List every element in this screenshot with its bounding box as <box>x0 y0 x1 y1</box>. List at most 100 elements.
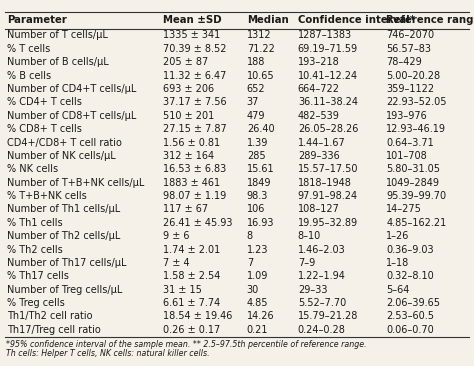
Text: 1.58 ± 2.54: 1.58 ± 2.54 <box>163 271 220 281</box>
Text: 0.26 ± 0.17: 0.26 ± 0.17 <box>163 325 220 335</box>
Text: 29–33: 29–33 <box>298 285 328 295</box>
Text: % B cells: % B cells <box>7 71 51 81</box>
Text: 0.36–9.03: 0.36–9.03 <box>386 244 434 254</box>
Text: Number of B cells/μL: Number of B cells/μL <box>7 57 109 67</box>
Text: 15.79–21.28: 15.79–21.28 <box>298 311 358 321</box>
Text: 16.93: 16.93 <box>247 218 274 228</box>
Text: Reference range**: Reference range** <box>386 15 474 25</box>
Text: 12.93–46.19: 12.93–46.19 <box>386 124 446 134</box>
Text: 7 ± 4: 7 ± 4 <box>163 258 190 268</box>
Text: 14.26: 14.26 <box>247 311 274 321</box>
Text: 1.23: 1.23 <box>247 244 268 254</box>
Text: 69.19–71.59: 69.19–71.59 <box>298 44 358 54</box>
Text: 97.91–98.24: 97.91–98.24 <box>298 191 358 201</box>
Text: 15.61: 15.61 <box>247 164 274 174</box>
Text: % Th17 cells: % Th17 cells <box>7 271 69 281</box>
Text: 0.64–3.71: 0.64–3.71 <box>386 138 434 147</box>
Text: 746–2070: 746–2070 <box>386 30 434 41</box>
Text: 4.85: 4.85 <box>247 298 268 308</box>
Text: Th1/Th2 cell ratio: Th1/Th2 cell ratio <box>7 311 92 321</box>
Text: 98.3: 98.3 <box>247 191 268 201</box>
Text: Th cells: Helper T cells, NK cells: natural killer cells.: Th cells: Helper T cells, NK cells: natu… <box>6 348 210 358</box>
Text: % Th1 cells: % Th1 cells <box>7 218 63 228</box>
Text: 193–218: 193–218 <box>298 57 339 67</box>
Text: 78–429: 78–429 <box>386 57 422 67</box>
Text: 285: 285 <box>247 151 265 161</box>
Text: 19.95–32.89: 19.95–32.89 <box>298 218 358 228</box>
Text: 2.53–60.5: 2.53–60.5 <box>386 311 434 321</box>
Text: 312 ± 164: 312 ± 164 <box>163 151 214 161</box>
Text: 10.65: 10.65 <box>247 71 274 81</box>
Text: 15.57–17.50: 15.57–17.50 <box>298 164 358 174</box>
Text: Parameter: Parameter <box>7 15 67 25</box>
Text: 5–64: 5–64 <box>386 285 410 295</box>
Text: 1312: 1312 <box>247 30 272 41</box>
Text: 6.61 ± 7.74: 6.61 ± 7.74 <box>163 298 220 308</box>
Text: 37: 37 <box>247 97 259 107</box>
Text: 1818–1948: 1818–1948 <box>298 178 352 188</box>
Text: 0.24–0.28: 0.24–0.28 <box>298 325 346 335</box>
Text: 2.06–39.65: 2.06–39.65 <box>386 298 440 308</box>
Text: 37.17 ± 7.56: 37.17 ± 7.56 <box>163 97 227 107</box>
Text: 30: 30 <box>247 285 259 295</box>
Text: 36.11–38.24: 36.11–38.24 <box>298 97 358 107</box>
Text: 1049–2849: 1049–2849 <box>386 178 440 188</box>
Text: Number of Th1 cells/μL: Number of Th1 cells/μL <box>7 204 120 214</box>
Text: Number of NK cells/μL: Number of NK cells/μL <box>7 151 116 161</box>
Text: 9 ± 6: 9 ± 6 <box>163 231 190 241</box>
Text: 359–1122: 359–1122 <box>386 84 434 94</box>
Text: 18.54 ± 19.46: 18.54 ± 19.46 <box>163 311 233 321</box>
Text: 7–9: 7–9 <box>298 258 315 268</box>
Text: 71.22: 71.22 <box>247 44 274 54</box>
Text: 108–127: 108–127 <box>298 204 340 214</box>
Text: 101–708: 101–708 <box>386 151 428 161</box>
Text: 98.07 ± 1.19: 98.07 ± 1.19 <box>163 191 227 201</box>
Text: 1287–1383: 1287–1383 <box>298 30 352 41</box>
Text: 1.09: 1.09 <box>247 271 268 281</box>
Text: 1335 ± 341: 1335 ± 341 <box>163 30 220 41</box>
Text: % T cells: % T cells <box>7 44 50 54</box>
Text: Confidence interval*: Confidence interval* <box>298 15 415 25</box>
Text: Number of Th2 cells/μL: Number of Th2 cells/μL <box>7 231 120 241</box>
Text: % Treg cells: % Treg cells <box>7 298 65 308</box>
Text: 664–722: 664–722 <box>298 84 340 94</box>
Text: 1.44–1.67: 1.44–1.67 <box>298 138 346 147</box>
Text: 0.06–0.70: 0.06–0.70 <box>386 325 434 335</box>
Text: 8–10: 8–10 <box>298 231 321 241</box>
Text: Number of Th17 cells/μL: Number of Th17 cells/μL <box>7 258 127 268</box>
Text: Th17/Treg cell ratio: Th17/Treg cell ratio <box>7 325 101 335</box>
Text: 5.80–31.05: 5.80–31.05 <box>386 164 440 174</box>
Text: Number of CD4+T cells/μL: Number of CD4+T cells/μL <box>7 84 137 94</box>
Text: 26.40: 26.40 <box>247 124 274 134</box>
Text: 1–18: 1–18 <box>386 258 410 268</box>
Text: % Th2 cells: % Th2 cells <box>7 244 63 254</box>
Text: 26.41 ± 45.93: 26.41 ± 45.93 <box>163 218 233 228</box>
Text: Number of T+B+NK cells/μL: Number of T+B+NK cells/μL <box>7 178 145 188</box>
Text: 26.05–28.26: 26.05–28.26 <box>298 124 358 134</box>
Text: 1.74 ± 2.01: 1.74 ± 2.01 <box>163 244 220 254</box>
Text: 16.53 ± 6.83: 16.53 ± 6.83 <box>163 164 227 174</box>
Text: 479: 479 <box>247 111 265 121</box>
Text: 1.56 ± 0.81: 1.56 ± 0.81 <box>163 138 220 147</box>
Text: 31 ± 15: 31 ± 15 <box>163 285 202 295</box>
Text: Number of Treg cells/μL: Number of Treg cells/μL <box>7 285 122 295</box>
Text: 117 ± 67: 117 ± 67 <box>163 204 208 214</box>
Text: 1883 ± 461: 1883 ± 461 <box>163 178 220 188</box>
Text: *95% confidence interval of the sample mean. ** 2.5–97.5th percentile of referen: *95% confidence interval of the sample m… <box>6 340 367 349</box>
Text: 10.41–12.24: 10.41–12.24 <box>298 71 358 81</box>
Text: 8: 8 <box>247 231 253 241</box>
Text: 56.57–83: 56.57–83 <box>386 44 431 54</box>
Text: 7: 7 <box>247 258 253 268</box>
Text: 5.00–20.28: 5.00–20.28 <box>386 71 440 81</box>
Text: 5.52–7.70: 5.52–7.70 <box>298 298 346 308</box>
Text: 70.39 ± 8.52: 70.39 ± 8.52 <box>163 44 227 54</box>
Text: Mean ±SD: Mean ±SD <box>163 15 222 25</box>
Text: 14–275: 14–275 <box>386 204 422 214</box>
Text: 4.85–162.21: 4.85–162.21 <box>386 218 447 228</box>
Text: 188: 188 <box>247 57 265 67</box>
Text: 27.15 ± 7.87: 27.15 ± 7.87 <box>163 124 227 134</box>
Text: 1–26: 1–26 <box>386 231 410 241</box>
Text: 11.32 ± 6.47: 11.32 ± 6.47 <box>163 71 227 81</box>
Text: 22.93–52.05: 22.93–52.05 <box>386 97 447 107</box>
Text: CD4+/CD8+ T cell ratio: CD4+/CD8+ T cell ratio <box>7 138 122 147</box>
